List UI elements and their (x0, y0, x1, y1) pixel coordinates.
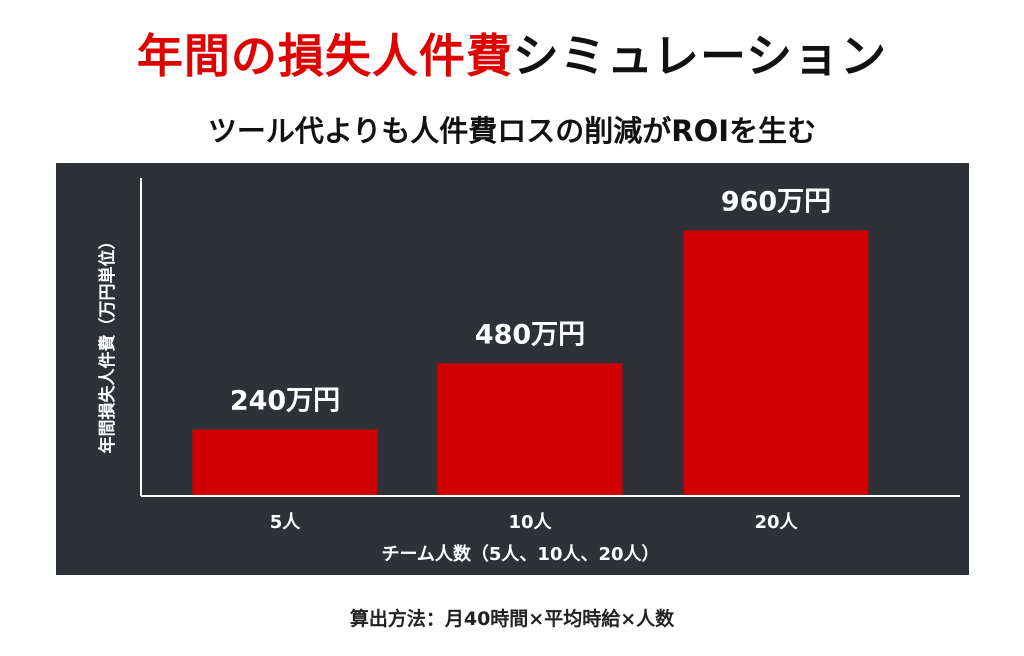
x-tick-label-1: 5人 (270, 512, 302, 533)
bar-1 (192, 429, 378, 496)
bar-chart: 240万円 5人 480万円 10人 960万円 20人チーム人数（5人、10人、20人）… (97, 178, 960, 565)
page-subtitle: ツール代よりも人件費ロスの削減がROIを生む (207, 114, 817, 148)
x-tick-label-3: 20人 (754, 512, 798, 533)
bar-value-label-1: 240万円 (230, 386, 340, 417)
title-highlight: 年間の損失人件費 (136, 29, 513, 83)
chart-panel: 240万円 5人 480万円 10人 960万円 20人チーム人数（5人、10人、20人）… (56, 163, 969, 575)
x-axis-title: チーム人数（5人、10人、20人） (381, 543, 659, 565)
bar-2 (437, 363, 623, 496)
calculation-note: 算出方法：月40時間×平均時給×人数 (349, 608, 675, 630)
bar-value-label-3: 960万円 (721, 187, 831, 218)
y-axis-title: 年間損失人件費（万円単位） (97, 233, 118, 454)
bar-value-label-2: 480万円 (475, 319, 585, 350)
title-rest: シミュレーション (512, 29, 888, 83)
page-title: 年間の損失人件費シミュレーション (0, 20, 1024, 86)
x-tick-label-2: 10人 (508, 512, 552, 533)
bar-3 (683, 230, 869, 496)
